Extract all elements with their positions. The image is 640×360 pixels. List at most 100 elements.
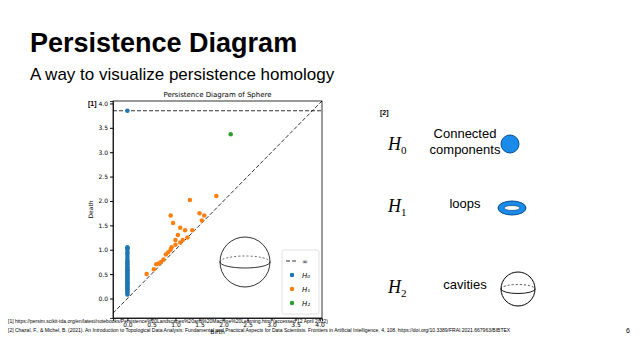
tick-label: 1.5 xyxy=(98,222,108,229)
tick-mark xyxy=(110,103,113,104)
symbol-index: 0 xyxy=(401,144,407,156)
chart-title: Persistence Diagram of Sphere xyxy=(163,91,271,99)
page-number: 6 xyxy=(626,327,630,334)
y-axis: 0.0 0.5 1.0 1.5 2.0 2.5 3.0 3.5 4.0 xyxy=(98,100,113,319)
component-icon xyxy=(501,135,519,153)
homology-label: Connected xyxy=(434,126,497,141)
legend-swatch xyxy=(286,261,298,262)
point xyxy=(173,243,178,248)
point xyxy=(169,245,174,250)
tick: 3.5 xyxy=(98,124,113,131)
point xyxy=(188,198,193,203)
tick-label: 0.5 xyxy=(98,271,108,278)
tick: 2.5 xyxy=(98,173,113,180)
homology-symbol: H0 xyxy=(387,134,407,156)
legend-label: H₁ xyxy=(302,286,310,294)
symbol-index: 2 xyxy=(401,287,407,299)
tick-label: 3.5 xyxy=(98,124,108,131)
y-axis-title: Death xyxy=(87,200,94,218)
slide: Persistence Diagram A way to visualize pe… xyxy=(0,0,640,360)
citation: [1] xyxy=(88,100,97,108)
point xyxy=(200,218,205,223)
point xyxy=(125,245,130,250)
symbol-index: 1 xyxy=(401,206,407,218)
cavity-icon xyxy=(501,272,535,306)
tick-mark xyxy=(110,225,113,226)
loop-icon xyxy=(498,201,526,215)
sphere-inset xyxy=(220,237,270,287)
reference: [2] Chazal, F., & Michel, B. (2021). An … xyxy=(8,327,511,333)
homology-panel: H0ConnectedcomponentsH1loopsH2cavities xyxy=(387,126,535,306)
tick: 0.5 xyxy=(98,271,113,278)
tick: 4.0 xyxy=(98,100,113,107)
homology-symbol: H1 xyxy=(387,196,407,218)
point xyxy=(180,238,185,243)
tick: 1.0 xyxy=(98,246,113,253)
point xyxy=(185,235,190,240)
slide-subtitle: A way to visualize persistence homology xyxy=(30,65,335,84)
point xyxy=(173,238,178,243)
legend-swatch xyxy=(290,301,295,306)
sphere-equator-back xyxy=(501,285,535,290)
legend-label: H₀ xyxy=(302,272,310,280)
legend-swatch xyxy=(290,273,295,278)
point xyxy=(171,221,176,226)
tick: 2.0 xyxy=(98,197,113,204)
tick-mark xyxy=(110,152,113,153)
symbol-letter: H xyxy=(387,196,402,216)
point xyxy=(190,228,195,233)
sphere-outline xyxy=(501,272,535,306)
homology-label: components xyxy=(430,142,501,157)
tick: 3.0 xyxy=(98,149,113,156)
reference: [1] https://persim.scikit-tda.org/en/lat… xyxy=(8,318,328,324)
legend-box xyxy=(282,250,319,314)
sphere-equator xyxy=(220,262,270,268)
legend-swatch xyxy=(290,287,295,292)
tick-mark xyxy=(110,274,113,275)
point xyxy=(152,267,157,272)
legend-label: H₂ xyxy=(302,300,310,308)
tick-mark xyxy=(110,298,113,299)
infinity-line xyxy=(113,110,322,111)
point xyxy=(161,257,166,262)
point xyxy=(125,108,130,113)
tick-label: 4.0 xyxy=(98,100,108,107)
symbol-letter: H xyxy=(387,134,402,154)
point xyxy=(176,233,181,238)
chart: Persistence Diagram of Sphere 0.0 0.5 1.0 1.… xyxy=(87,91,325,335)
background xyxy=(0,0,640,360)
symbol-letter: H xyxy=(387,277,402,297)
tick: 1.5 xyxy=(98,222,113,229)
sphere-equator xyxy=(501,289,535,294)
legend-label: ∞ xyxy=(302,258,308,266)
homology-symbol: H2 xyxy=(387,277,407,299)
tick: 0.0 xyxy=(98,295,113,302)
point xyxy=(228,132,233,137)
tick-mark xyxy=(110,177,113,178)
homology-label: cavities xyxy=(443,277,487,292)
torus-hole xyxy=(504,206,520,211)
tick-label: 2.5 xyxy=(98,173,108,180)
point xyxy=(197,211,202,216)
point xyxy=(168,213,173,218)
homology-label: loops xyxy=(449,196,481,211)
point xyxy=(214,194,219,199)
point xyxy=(125,246,130,251)
point xyxy=(183,228,188,233)
tick-label: 1.0 xyxy=(98,246,108,253)
citation: [2] xyxy=(380,109,389,117)
tick-mark xyxy=(110,128,113,129)
sphere-outline xyxy=(220,237,270,287)
legend: ∞ H₀ H₁ H₂ xyxy=(282,250,319,314)
tick-label: 0.0 xyxy=(98,295,108,302)
point xyxy=(178,226,183,231)
torus-body xyxy=(498,201,526,215)
marks xyxy=(113,101,322,313)
slide-title: Persistence Diagram xyxy=(30,28,297,58)
point xyxy=(202,213,207,218)
plot-frame xyxy=(113,101,322,318)
tick-label: 3.0 xyxy=(98,149,108,156)
tick-mark xyxy=(110,250,113,251)
point xyxy=(144,272,149,277)
tick-label: 2.0 xyxy=(98,197,108,204)
